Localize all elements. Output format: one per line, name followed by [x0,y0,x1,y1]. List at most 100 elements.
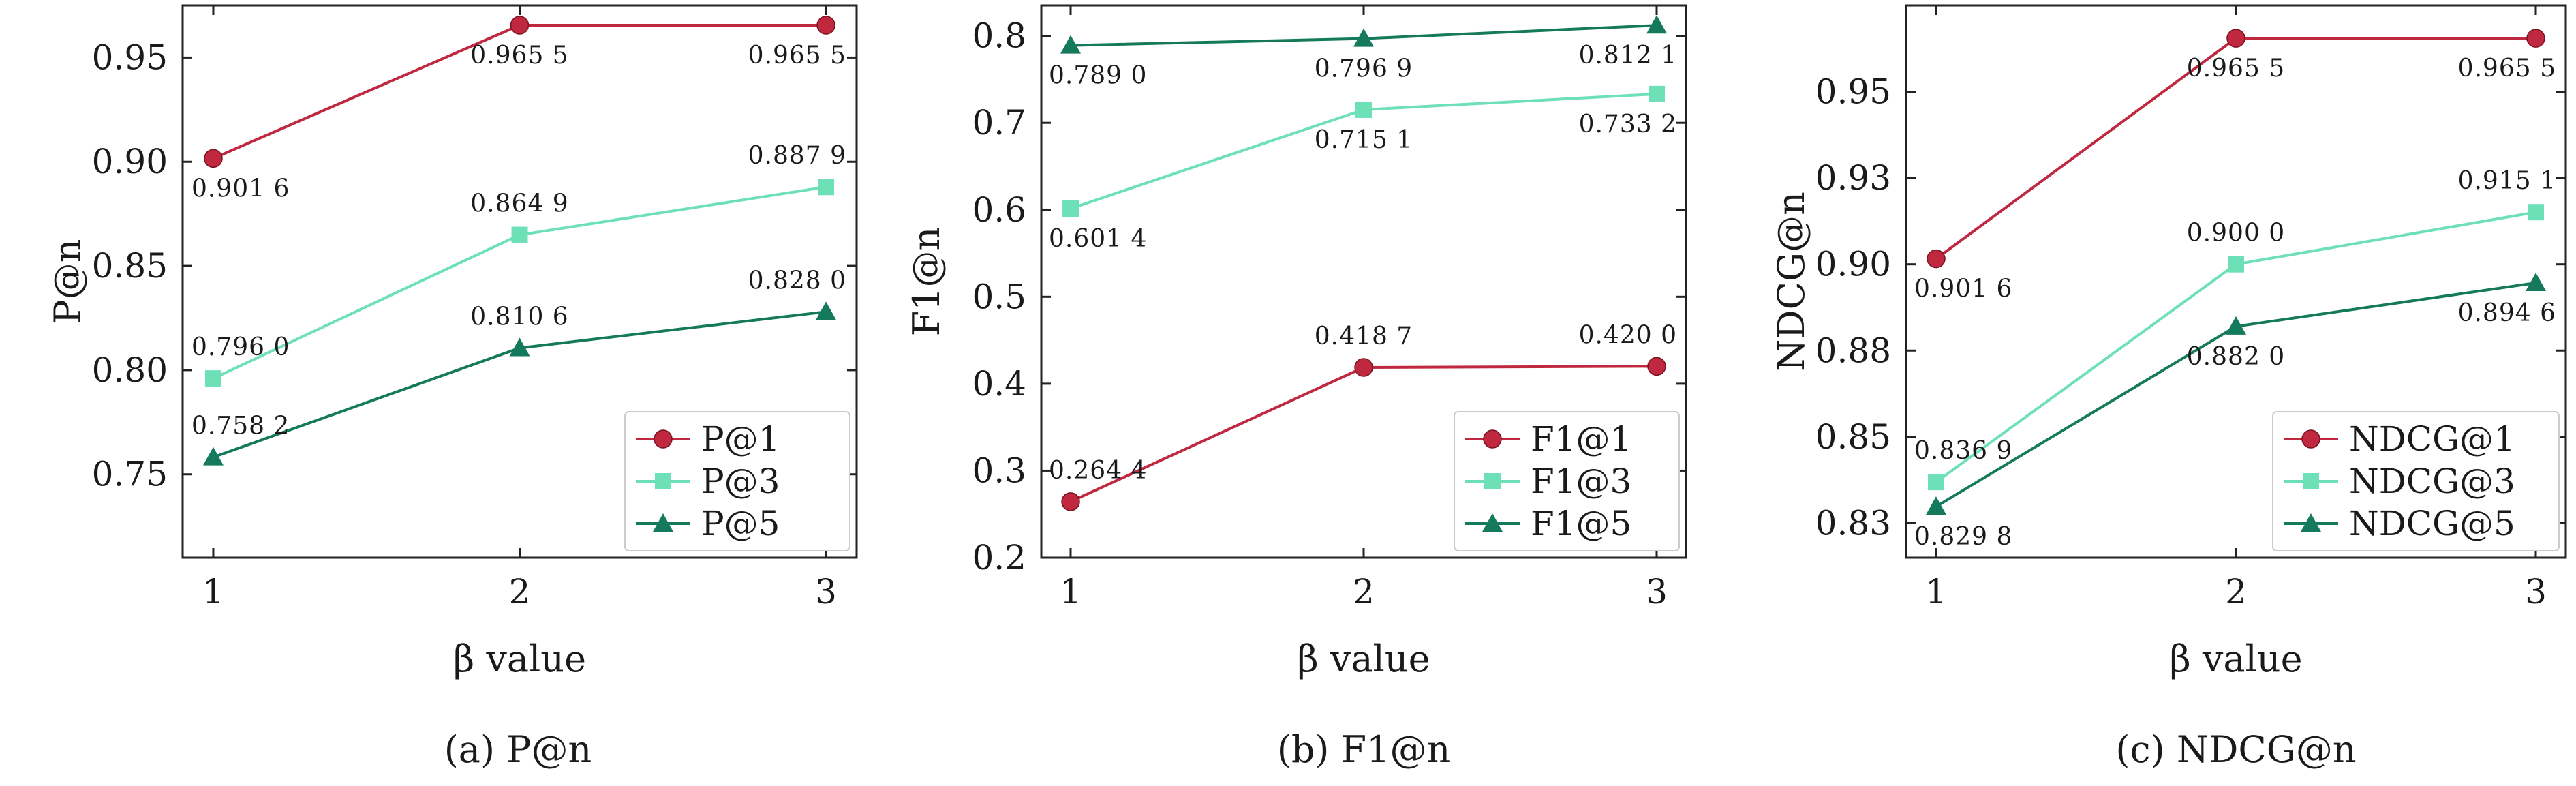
data-label: 0.887 9 [748,142,846,170]
data-point [818,179,835,196]
y-tick-label: 0.83 [1815,503,1891,543]
data-point [1060,35,1081,54]
legend-marker [1484,473,1501,489]
y-tick-label: 0.8 [972,16,1026,56]
legend-marker [2301,429,2320,449]
series-NDCG@3: 0.836 9 0.900 0 0.915 1 [1914,167,2556,491]
legend-marker [2303,473,2319,489]
x-axis-title: β value [453,637,586,680]
data-label: 0.900 0 [2187,220,2285,247]
data-label: 0.864 9 [470,190,568,218]
data-point [2226,29,2245,48]
legend-marker [655,473,671,489]
data-point [1062,200,1079,217]
x-tick-label: 3 [1646,572,1668,611]
y-tick-label: 0.88 [1815,331,1891,370]
y-tick-label: 0.95 [92,37,168,77]
data-label: 0.965 5 [2187,55,2285,82]
chart-panel-3: 0.83 0.85 0.88 0.90 0.93 0.95 1 2 3 β value NDCG@n… [1770,4,2567,771]
data-label: 0.601 4 [1049,225,1147,253]
series-F1@1: 0.264 4 0.418 7 0.420 0 [1049,321,1677,511]
x-axis-title: β value [2169,637,2302,680]
legend-box [2272,411,2560,551]
data-point [2528,204,2544,221]
y-tick-label: 0.90 [92,142,168,181]
legend-box [1454,411,1680,551]
y-tick-label: 0.3 [972,451,1026,490]
data-point [204,149,223,168]
data-point [1926,496,1946,515]
data-point [509,337,530,357]
data-point [204,370,221,387]
x-axis-title: β value [1297,637,1430,680]
y-axis-title: F1@n [905,227,948,337]
data-label: 0.965 5 [748,42,846,70]
x-tick-label: 1 [1060,572,1082,611]
data-label: 0.836 9 [1914,437,2012,465]
y-tick-label: 0.90 [1815,245,1891,284]
series-NDCG@1: 0.901 6 0.965 5 0.965 5 [1914,29,2556,303]
chart-caption: (a) P@n [444,728,592,771]
series-F1@5: 0.789 0 0.796 9 0.812 1 [1049,15,1677,90]
legend-marker [653,513,673,532]
data-label: 0.264 4 [1049,457,1147,485]
legend-label: NDCG@1 [2349,419,2515,459]
y-tick-label: 0.95 [1815,72,1891,112]
data-label: 0.828 0 [748,267,846,294]
data-label: 0.420 0 [1579,321,1677,349]
legend-label: NDCG@3 [2349,462,2515,501]
data-label: 0.812 1 [1579,42,1677,70]
data-label: 0.965 5 [470,42,568,70]
x-tick-label: 2 [1353,572,1375,611]
data-point [816,301,837,320]
data-point [202,447,224,466]
x-tick-label: 1 [202,572,224,611]
x-tick-label: 3 [2525,572,2547,611]
y-axis-title: NDCG@n [1770,192,1813,372]
data-point [1353,28,1374,47]
data-point [1061,492,1080,511]
data-label: 0.796 9 [1315,55,1413,83]
series-F1@3: 0.601 4 0.715 1 0.733 2 [1049,85,1677,253]
y-tick-label: 0.7 [972,103,1026,142]
data-point [2226,316,2246,335]
y-tick-label: 0.85 [1815,417,1891,457]
data-point [2228,256,2244,273]
series-P@1: 0.901 6 0.965 5 0.965 5 [191,16,846,202]
x-tick-label: 2 [2225,572,2247,611]
y-tick-label: 0.4 [972,364,1026,404]
data-point [1354,358,1373,377]
legend-label: NDCG@5 [2349,504,2515,543]
legend-label: P@3 [701,462,780,501]
data-label: 0.894 6 [2458,299,2556,327]
y-tick-label: 0.85 [92,246,168,286]
y-tick-label: 0.75 [92,455,168,494]
legend-marker [2301,513,2321,532]
series-P@5: 0.758 2 0.810 6 0.828 0 [191,267,846,466]
series-P@3: 0.796 0 0.864 9 0.887 9 [191,142,846,387]
series-NDCG@5: 0.829 8 0.882 0 0.894 6 [1914,273,2556,551]
legend-marker [654,429,673,449]
data-point [1646,15,1667,34]
data-label: 0.882 0 [2187,343,2285,371]
legend-label: P@5 [701,504,780,543]
data-point [1927,249,1946,269]
y-tick-label: 0.93 [1815,158,1891,198]
data-label: 0.796 0 [191,333,290,361]
data-point [2526,29,2545,48]
data-label: 0.965 5 [2458,55,2556,82]
data-label: 0.789 0 [1049,62,1147,90]
legend-label: F1@3 [1531,462,1631,501]
data-label: 0.733 2 [1579,110,1677,138]
data-label: 0.901 6 [1914,275,2012,303]
x-tick-label: 2 [509,572,531,611]
legend-label: F1@5 [1531,504,1631,543]
chart-panel-1: 0.75 0.80 0.85 0.90 0.95 1 2 3 β value P@n (a) P@n… [46,4,858,771]
data-label: 0.915 1 [2458,167,2556,195]
legend-label: P@1 [701,419,780,459]
chart-panel-2: 0.2 0.3 0.4 0.5 0.6 0.7 0.8 1 2 3 β value F1@n (b) F… [905,4,1687,771]
data-label: 0.810 6 [470,303,568,331]
legend-marker [1482,513,1503,532]
